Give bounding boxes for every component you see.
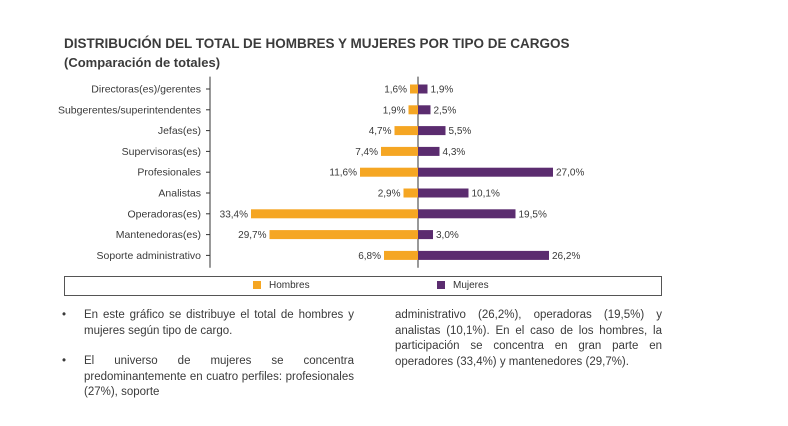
bar-mujeres [418, 126, 446, 136]
notes-column-left: • En este gráfico se distribuye el total… [62, 308, 354, 401]
category-label: Mantenedoras(es) [116, 229, 201, 241]
note-text-2-continued: administrativo (26,2%), operadoras (19,5… [395, 309, 662, 368]
legend-swatch-hombres [253, 281, 261, 289]
bar-hombres [408, 105, 418, 115]
data-label-hombres: 6,8% [358, 251, 381, 262]
data-label-hombres: 1,9% [383, 105, 406, 116]
data-label-mujeres: 10,1% [472, 189, 500, 200]
data-label-mujeres: 2,5% [434, 105, 457, 116]
legend-item-mujeres: Mujeres [437, 280, 489, 291]
bar-hombres [269, 230, 418, 240]
bullet-icon: • [62, 309, 67, 321]
category-label: Analistas [158, 188, 201, 200]
bar-hombres [410, 84, 418, 94]
category-label: Profesionales [137, 167, 201, 179]
category-label: Operadoras(es) [127, 208, 201, 220]
bar-hombres [403, 188, 418, 198]
category-label: Jefas(es) [158, 125, 201, 137]
data-label-hombres: 4,7% [369, 126, 392, 137]
notes-column-right: administrativo (26,2%), operadoras (19,5… [395, 308, 662, 370]
note-item-1: • En este gráfico se distribuye el total… [62, 308, 354, 339]
bullet-icon: • [62, 355, 67, 367]
bar-mujeres [418, 188, 469, 198]
bar-hombres [251, 209, 418, 219]
data-label-mujeres: 5,5% [449, 126, 472, 137]
data-label-hombres: 1,6% [384, 85, 407, 96]
data-label-hombres: 29,7% [238, 230, 266, 241]
note-text-1: En este gráfico se distribuye el total d… [84, 309, 354, 337]
bar-mujeres [418, 84, 428, 94]
category-label: Subgerentes/superintendentes [58, 104, 201, 116]
data-label-hombres: 11,6% [329, 168, 357, 179]
bar-mujeres [418, 146, 440, 156]
bar-mujeres [418, 250, 549, 260]
chart-subtitle: (Comparación de totales) [64, 55, 221, 70]
data-label-hombres: 7,4% [355, 147, 378, 158]
bar-mujeres [418, 230, 433, 240]
diverging-bar-chart: Directoras(es)/gerentes 1,6% 1,9% Subgerent… [58, 76, 584, 268]
data-label-mujeres: 4,3% [443, 147, 466, 158]
category-label: Soporte administrativo [97, 250, 202, 262]
legend-swatch-mujeres [437, 281, 445, 289]
data-label-mujeres: 27,0% [556, 168, 584, 179]
data-label-mujeres: 1,9% [431, 85, 454, 96]
note-item-2: • El universo de mujeres se concentra pr… [62, 354, 354, 401]
legend-label-mujeres: Mujeres [453, 280, 489, 291]
data-label-mujeres: 26,2% [552, 251, 580, 262]
bar-mujeres [418, 105, 431, 115]
category-label: Supervisoras(es) [122, 146, 201, 158]
chart-title: DISTRIBUCIÓN DEL TOTAL DE HOMBRES Y MUJE… [64, 36, 570, 51]
category-label: Directoras(es)/gerentes [91, 84, 201, 96]
data-label-mujeres: 3,0% [436, 230, 459, 241]
data-label-mujeres: 19,5% [519, 209, 547, 220]
bar-hombres [384, 250, 418, 260]
legend-item-hombres: Hombres [253, 280, 310, 291]
data-label-hombres: 2,9% [378, 189, 401, 200]
chart-legend: Hombres Mujeres [64, 276, 662, 296]
data-label-hombres: 33,4% [220, 209, 248, 220]
bar-hombres [394, 126, 418, 136]
legend-label-hombres: Hombres [269, 280, 310, 291]
bar-mujeres [418, 209, 516, 219]
bar-hombres [381, 146, 418, 156]
note-text-2: El universo de mujeres se concentra pred… [84, 355, 354, 398]
bar-hombres [360, 167, 418, 177]
bar-mujeres [418, 167, 553, 177]
